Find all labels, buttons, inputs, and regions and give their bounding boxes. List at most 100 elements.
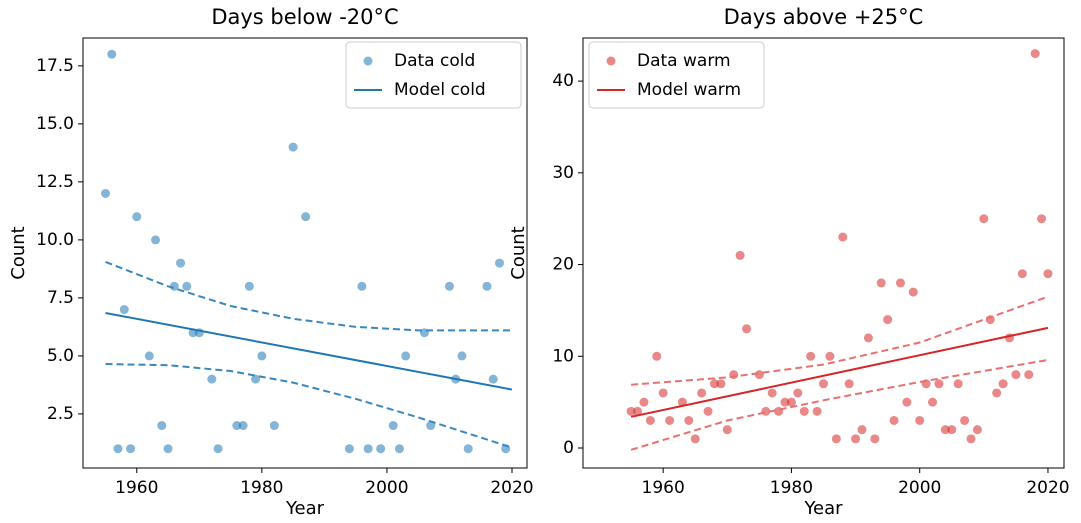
data-point <box>163 444 173 454</box>
legend-label: Data warm <box>637 51 731 71</box>
data-point <box>915 415 925 425</box>
data-point <box>876 278 886 288</box>
data-point <box>1037 214 1047 224</box>
data-point <box>207 374 217 384</box>
data-point <box>851 434 861 444</box>
data-point <box>742 324 752 334</box>
data-point <box>444 281 454 291</box>
data-point <box>870 434 880 444</box>
data-point <box>633 406 643 416</box>
legend-marker <box>363 56 373 66</box>
x-axis-label: Year <box>803 498 843 519</box>
data-point <box>113 444 123 454</box>
data-point <box>376 444 386 454</box>
data-point <box>709 379 719 389</box>
legend-label: Model cold <box>394 80 486 100</box>
chart: Days below -20°C Year Count 1960 1980 2000 202… <box>8 5 534 519</box>
data-point <box>697 388 707 398</box>
data-point <box>754 370 764 380</box>
data-point <box>101 188 111 198</box>
data-point <box>889 415 899 425</box>
data-point <box>690 434 700 444</box>
data-point <box>819 379 828 389</box>
y-tick-label: 20 <box>552 255 574 275</box>
data-point <box>979 214 989 224</box>
data-point <box>639 397 649 407</box>
chart-title: Days below -20°C <box>211 5 398 29</box>
y-tick-label: 15.0 <box>36 114 74 134</box>
x-tick-label: 1980 <box>240 478 283 498</box>
x-tick-label: 1960 <box>115 478 158 498</box>
x-tick-label: 1980 <box>770 478 813 498</box>
data-point <box>722 425 732 435</box>
data-point <box>767 388 777 398</box>
data-point <box>1043 269 1053 279</box>
data-point <box>457 351 467 361</box>
data-point <box>357 281 367 291</box>
legend: Data cold Model cold <box>345 41 522 109</box>
data-point <box>288 142 298 152</box>
data-point <box>780 397 790 407</box>
plot-frame <box>82 37 528 469</box>
data-point <box>426 421 436 431</box>
x-tick-label: 2000 <box>365 478 408 498</box>
data-point <box>626 406 636 416</box>
y-tick-label: 7.5 <box>47 288 74 308</box>
data-point <box>182 281 192 291</box>
data-point <box>394 444 404 454</box>
data-point <box>940 425 950 435</box>
data-point <box>883 315 893 325</box>
data-point <box>902 397 912 407</box>
data-point <box>388 421 398 431</box>
data-point <box>363 444 373 454</box>
data-point <box>960 415 970 425</box>
data-point <box>992 388 1002 398</box>
data-point <box>947 425 957 435</box>
confidence-band <box>631 295 1049 386</box>
data-point <box>119 305 129 315</box>
data-point <box>908 287 918 297</box>
data-point <box>645 415 655 425</box>
model-line <box>630 326 1049 418</box>
data-point <box>953 379 963 389</box>
data-point <box>1030 49 1040 59</box>
data-point <box>257 351 267 361</box>
data-point <box>806 351 816 361</box>
x-tick-label: 2020 <box>1026 478 1069 498</box>
data-point <box>863 333 873 343</box>
y-tick-label: 10.0 <box>36 230 74 250</box>
legend-box <box>345 41 522 109</box>
data-point <box>966 434 976 444</box>
data-point <box>844 379 854 389</box>
data-point <box>1017 269 1027 279</box>
y-tick-label: 12.5 <box>36 172 74 192</box>
data-point <box>857 425 867 435</box>
data-point <box>895 278 905 288</box>
confidence-band <box>105 261 512 332</box>
data-point <box>703 406 713 416</box>
data-point <box>144 351 154 361</box>
x-tick-label: 1960 <box>642 478 685 498</box>
y-tick-label: 10 <box>552 346 574 366</box>
data-point <box>251 374 261 384</box>
data-point <box>151 235 161 245</box>
model-line <box>105 312 513 391</box>
y-tick-label: 5.0 <box>47 346 74 366</box>
data-point <box>232 421 242 431</box>
data-point <box>934 379 944 389</box>
data-point <box>665 415 675 425</box>
x-axis-label: Year <box>285 498 325 519</box>
data-point <box>831 434 841 444</box>
data-point <box>463 444 473 454</box>
data-point <box>126 444 136 454</box>
data-point <box>482 281 492 291</box>
y-axis-label: Count <box>508 226 529 279</box>
data-point <box>972 425 982 435</box>
data-point <box>684 415 694 425</box>
data-point <box>658 388 668 398</box>
y-tick-label: 0 <box>563 438 574 458</box>
y-tick-label: 17.5 <box>36 56 74 76</box>
legend-box <box>588 41 765 109</box>
y-tick-label: 30 <box>552 163 574 183</box>
y-axis-label: Count <box>8 226 29 279</box>
